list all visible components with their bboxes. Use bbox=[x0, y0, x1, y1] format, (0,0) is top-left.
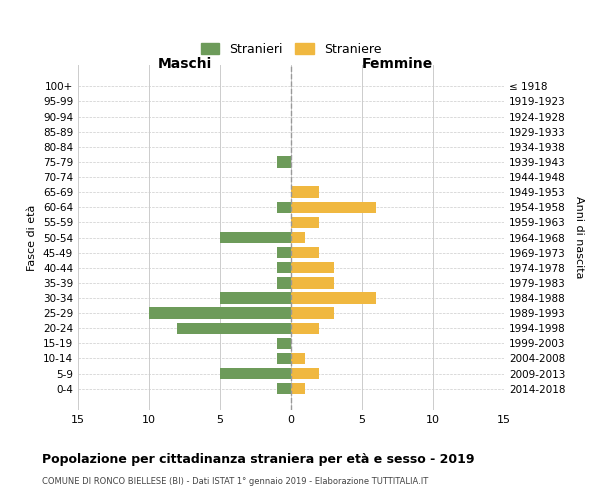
Bar bbox=[220, 292, 291, 304]
Bar bbox=[277, 156, 291, 168]
Bar bbox=[291, 368, 319, 379]
Bar bbox=[220, 232, 291, 243]
Text: Femmine: Femmine bbox=[362, 57, 433, 71]
Bar bbox=[277, 277, 291, 288]
Bar bbox=[291, 353, 305, 364]
Bar bbox=[277, 262, 291, 274]
Y-axis label: Fasce di età: Fasce di età bbox=[28, 204, 37, 270]
Bar bbox=[149, 308, 291, 318]
Bar bbox=[291, 232, 305, 243]
Bar bbox=[291, 186, 319, 198]
Y-axis label: Anni di nascita: Anni di nascita bbox=[574, 196, 584, 279]
Bar bbox=[277, 202, 291, 213]
Bar bbox=[291, 308, 334, 318]
Text: Popolazione per cittadinanza straniera per età e sesso - 2019: Popolazione per cittadinanza straniera p… bbox=[42, 452, 475, 466]
Text: Maschi: Maschi bbox=[157, 57, 212, 71]
Legend: Stranieri, Straniere: Stranieri, Straniere bbox=[194, 36, 388, 62]
Bar bbox=[291, 202, 376, 213]
Bar bbox=[277, 338, 291, 349]
Bar bbox=[178, 322, 291, 334]
Bar bbox=[291, 216, 319, 228]
Bar bbox=[291, 292, 376, 304]
Bar bbox=[291, 322, 319, 334]
Bar bbox=[291, 383, 305, 394]
Bar bbox=[220, 368, 291, 379]
Bar bbox=[291, 262, 334, 274]
Bar bbox=[291, 247, 319, 258]
Bar bbox=[277, 383, 291, 394]
Bar bbox=[277, 247, 291, 258]
Bar bbox=[277, 353, 291, 364]
Bar bbox=[291, 277, 334, 288]
Text: COMUNE DI RONCO BIELLESE (BI) - Dati ISTAT 1° gennaio 2019 - Elaborazione TUTTIT: COMUNE DI RONCO BIELLESE (BI) - Dati IST… bbox=[42, 478, 428, 486]
